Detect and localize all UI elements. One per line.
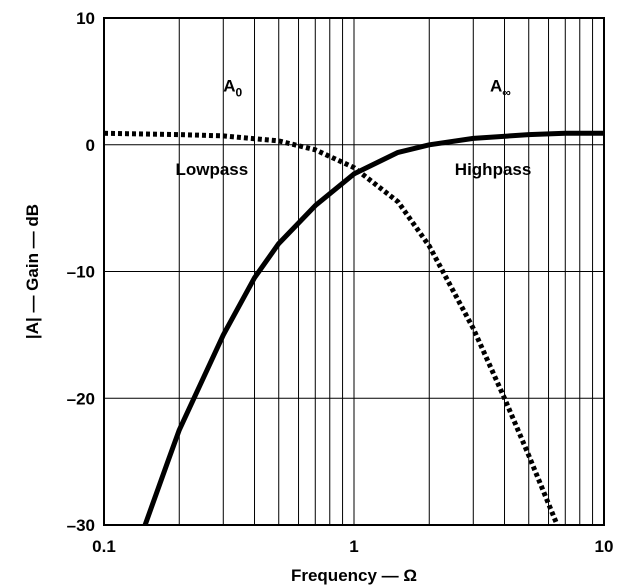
y-tick-label: 0 xyxy=(86,136,95,155)
y-tick-label: –20 xyxy=(67,389,95,408)
annotations: A0 A∞ Lowpass Highpass xyxy=(175,77,531,180)
plot-frame xyxy=(103,17,605,526)
annotation-highpass: Highpass xyxy=(455,160,532,179)
annotation-lowpass: Lowpass xyxy=(175,160,248,179)
x-tick-label: 0.1 xyxy=(92,537,116,556)
x-tick-label: 10 xyxy=(595,537,614,556)
series-line-lowpass xyxy=(103,130,560,526)
x-axis-label: Frequency — Ω xyxy=(291,566,417,585)
y-axis-label: |A| — Gain — dB xyxy=(23,204,42,339)
annotation-ainf: A∞ xyxy=(490,77,511,100)
x-tick-label: 1 xyxy=(349,537,358,556)
series-layer xyxy=(103,130,604,526)
y-tick-label: –10 xyxy=(67,263,95,282)
annotation-a0: A0 xyxy=(223,77,242,100)
y-tick-label: –30 xyxy=(67,516,95,535)
series-line-highpass xyxy=(142,130,604,526)
y-tick-label: 10 xyxy=(76,9,95,28)
tick-labels: 0.1 1 10 10 0 –10 –20 –30 xyxy=(67,9,614,556)
grid xyxy=(104,18,604,525)
